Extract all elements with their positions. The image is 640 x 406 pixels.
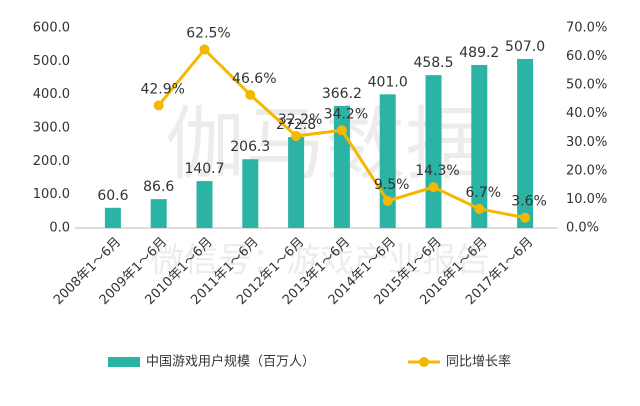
line-label: 9.5% [374, 177, 410, 193]
legend-label: 同比增长率 [446, 354, 511, 370]
y2-tick-label: 10.0% [566, 192, 607, 207]
y-tick-label: 200.0 [33, 154, 70, 169]
legend-swatch [419, 357, 429, 367]
line-label: 3.6% [511, 194, 547, 210]
y-tick-label: 500.0 [33, 54, 70, 69]
bar-label: 507.0 [505, 39, 545, 55]
bar-label: 489.2 [459, 45, 499, 61]
bar [150, 199, 167, 228]
bar-label: 140.7 [184, 161, 224, 177]
y2-tick-label: 0.0% [566, 221, 599, 236]
line-point [428, 182, 439, 193]
line-point [245, 89, 256, 100]
line-label: 6.7% [466, 185, 502, 201]
line-label: 32.2% [278, 112, 322, 128]
y2-tick-label: 20.0% [566, 163, 607, 178]
y-tick-label: 100.0 [33, 187, 70, 202]
y2-tick-label: 40.0% [566, 106, 607, 121]
y-tick-label: 600.0 [33, 21, 70, 36]
legend-swatch [108, 357, 140, 367]
line-label: 34.2% [324, 106, 368, 122]
line-point [520, 212, 531, 223]
line-point [336, 125, 347, 136]
y-tick-label: 400.0 [33, 87, 70, 102]
bar-label: 458.5 [413, 55, 453, 71]
line-label: 46.6% [232, 71, 276, 87]
line-point [153, 100, 164, 111]
bar-label: 366.2 [322, 86, 362, 102]
y2-tick-label: 70.0% [566, 21, 607, 36]
watermark-sub: 微信号：游戏产业报告 [150, 241, 490, 281]
y2-tick-label: 30.0% [566, 135, 607, 150]
bar [333, 105, 350, 228]
line-point [474, 203, 485, 214]
bar-label: 401.0 [368, 74, 408, 90]
line-label: 14.3% [415, 163, 459, 179]
line-point [382, 195, 393, 206]
line-label: 42.9% [140, 81, 184, 97]
bar [288, 137, 305, 228]
bar [471, 64, 488, 228]
y2-tick-label: 50.0% [566, 78, 607, 93]
bar [379, 94, 396, 228]
legend-label: 中国游戏用户规模（百万人） [146, 354, 315, 370]
bar-label: 206.3 [230, 139, 270, 155]
line-point [291, 131, 302, 141]
line-point [199, 44, 210, 55]
y-tick-label: 0.0 [49, 221, 70, 236]
bar-label: 86.6 [143, 179, 174, 195]
y2-tick-label: 60.0% [566, 49, 607, 64]
bar [425, 75, 442, 229]
bar [196, 181, 213, 228]
bar-label: 272.8 [276, 117, 316, 133]
bar-label: 60.6 [97, 188, 128, 204]
y-tick-label: 300.0 [33, 121, 70, 136]
bar [104, 207, 121, 228]
line-label: 62.5% [186, 25, 230, 41]
bar [242, 159, 259, 228]
bar [517, 59, 534, 228]
